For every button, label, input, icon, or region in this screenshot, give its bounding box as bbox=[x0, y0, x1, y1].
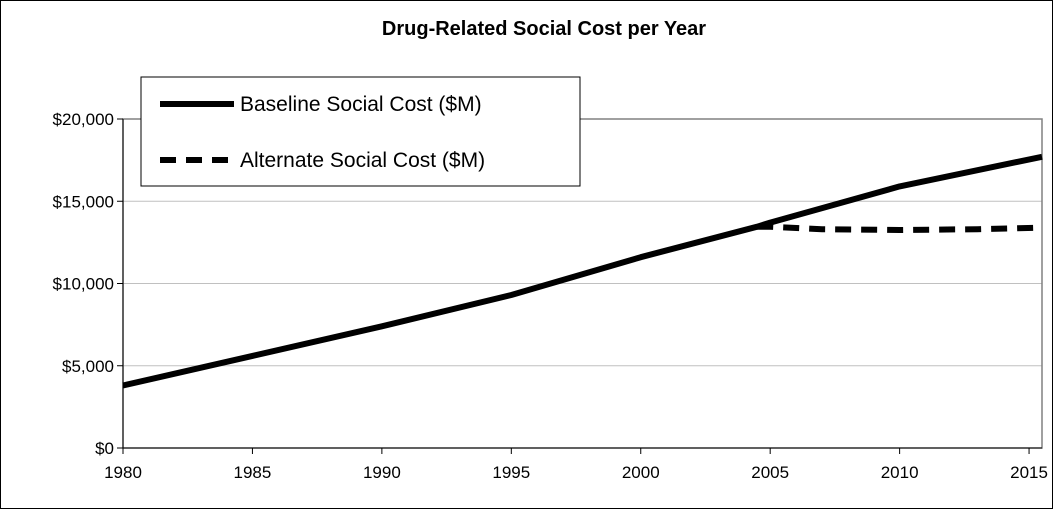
series-line-alternate bbox=[757, 223, 1043, 233]
x-tick-label: 1995 bbox=[492, 463, 530, 482]
x-tick-label: 2015 bbox=[1010, 463, 1048, 482]
x-tick-label: 1990 bbox=[363, 463, 401, 482]
y-tick-label: $0 bbox=[95, 439, 114, 458]
x-tick-label: 2005 bbox=[751, 463, 789, 482]
y-tick-label: $5,000 bbox=[62, 357, 114, 376]
legend-box bbox=[140, 76, 581, 187]
chart-title: Drug-Related Social Cost per Year bbox=[382, 18, 706, 40]
y-tick-label: $10,000 bbox=[53, 275, 114, 294]
legend-label-alternate: Alternate Social Cost ($M) bbox=[240, 149, 485, 172]
x-tick-label: 2010 bbox=[881, 463, 919, 482]
series-layer bbox=[122, 153, 1043, 389]
axes: $0 $5,000 $10,000 $15,000 $20,000 1980 1985 199… bbox=[53, 110, 1048, 482]
legend-label-baseline: Baseline Social Cost ($M) bbox=[240, 93, 482, 116]
y-tick-label: $20,000 bbox=[53, 110, 114, 129]
x-tick-label: 1980 bbox=[104, 463, 142, 482]
series-line-baseline bbox=[122, 153, 1043, 389]
x-tick-label: 1985 bbox=[234, 463, 272, 482]
y-tick-label: $15,000 bbox=[53, 192, 114, 211]
x-tick-label: 2000 bbox=[622, 463, 660, 482]
legend: Baseline Social Cost ($M) Alternate Soci… bbox=[140, 76, 581, 187]
